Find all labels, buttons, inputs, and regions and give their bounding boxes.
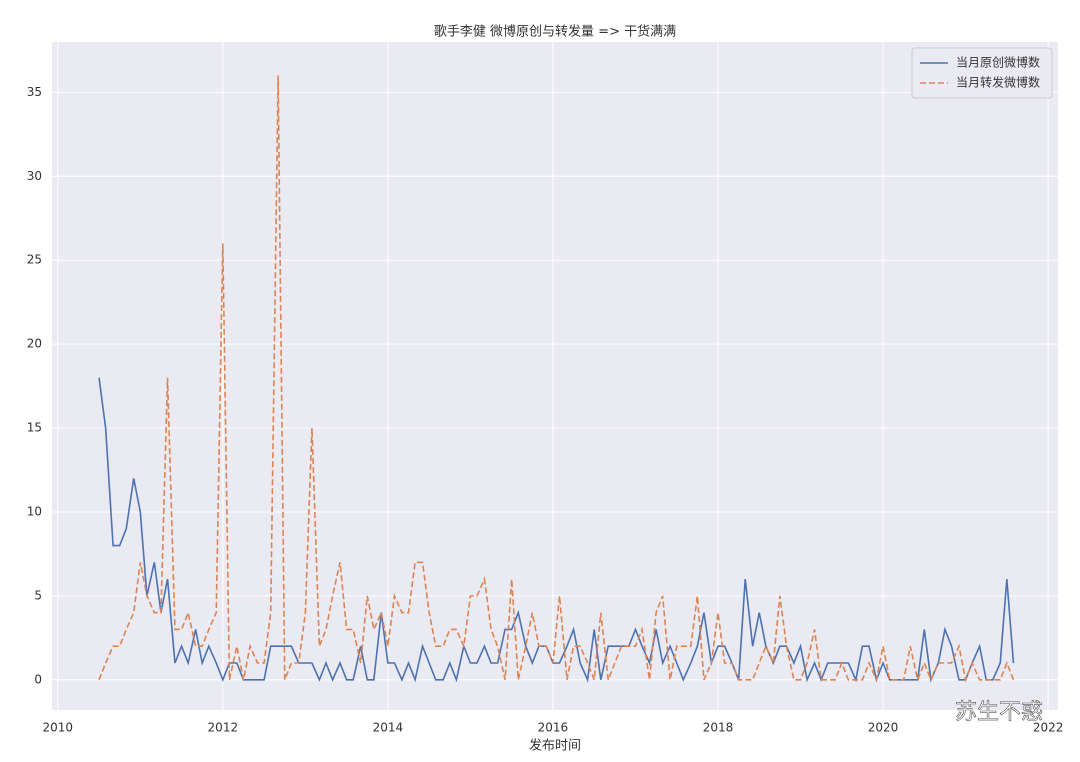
x-tick-label: 2018 — [703, 721, 734, 735]
plot-area — [52, 42, 1058, 710]
x-tick-label: 2010 — [43, 721, 74, 735]
series-line — [98, 377, 1015, 683]
series-line — [98, 75, 1015, 683]
y-tick-label: 10 — [27, 504, 42, 518]
legend-label: 当月原创微博数 — [956, 55, 1040, 70]
y-tick-label: 0 — [34, 672, 42, 686]
x-tick-label: 2014 — [373, 721, 404, 735]
y-tick-label: 35 — [27, 85, 42, 99]
y-tick-label: 5 — [34, 588, 42, 602]
legend-box — [911, 47, 1053, 99]
x-tick-label: 2022 — [1033, 721, 1064, 735]
grid — [52, 42, 1058, 710]
x-tick-label: 2020 — [868, 721, 899, 735]
x-tick-label: 2012 — [208, 721, 239, 735]
y-tick-label: 15 — [27, 421, 42, 435]
y-tick-label: 25 — [27, 253, 42, 267]
legend-label: 当月转发微博数 — [956, 75, 1040, 90]
y-tick-label: 30 — [27, 169, 42, 183]
watermark: 苏生不惑 — [955, 700, 1043, 725]
x-axis-label: 发布时间 — [529, 738, 581, 754]
y-tick-label: 20 — [27, 337, 42, 351]
x-tick-label: 2016 — [538, 721, 569, 735]
chart-title: 歌手李健 微博原创与转发量 => 干货满满 — [434, 24, 676, 40]
lines — [98, 75, 1015, 683]
